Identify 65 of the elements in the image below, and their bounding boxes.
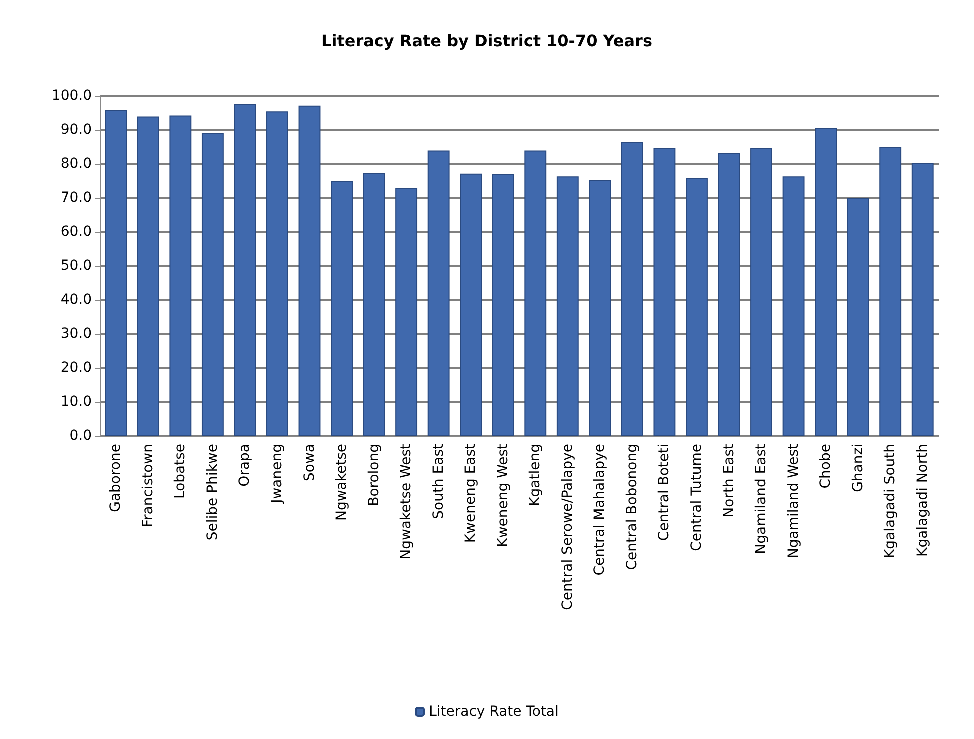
bar: [137, 116, 160, 436]
y-tick-label: 30.0: [60, 326, 92, 342]
x-tick-label: Ngamiland West: [786, 444, 802, 559]
bar: [718, 153, 740, 436]
bar: [815, 128, 838, 436]
bar: [880, 147, 902, 436]
bar: [782, 176, 805, 436]
bar: [621, 142, 644, 436]
y-tick-label: 90.0: [60, 122, 92, 138]
y-tick-label: 40.0: [60, 292, 92, 308]
bar: [202, 133, 224, 436]
x-tick-label: Chobe: [818, 444, 834, 489]
x-tick-label: Lobatse: [172, 444, 189, 499]
x-tick-label: Ngwaketse West: [398, 444, 415, 560]
bar: [298, 106, 321, 436]
x-tick-label: Ghanzi: [850, 444, 866, 492]
x-tick-label: Gaborone: [108, 444, 124, 512]
y-tick-label: 0.0: [70, 428, 92, 444]
chart-title: Literacy Rate by District 10-70 Years: [322, 32, 652, 50]
bar: [363, 173, 386, 436]
bar: [460, 174, 482, 436]
x-tick-label: Kgalagadi South: [882, 444, 899, 558]
y-tick-label: 10.0: [60, 394, 92, 410]
x-tick-label: Kgalagadi North: [914, 444, 931, 557]
x-tick-label: Orapa: [237, 444, 254, 487]
bar: [556, 176, 579, 436]
x-tick-label: Ngamiland East: [754, 443, 770, 554]
bar: [524, 150, 547, 436]
y-tick-label: 80.0: [60, 156, 92, 172]
x-tick-label: North East: [721, 444, 738, 518]
x-tick-label: Selibe Phikwe: [204, 444, 221, 541]
x-tick-label: Kweneng West: [495, 443, 512, 548]
x-tick-label: Borolong: [366, 444, 382, 506]
bar: [847, 198, 870, 436]
bar: [331, 181, 353, 436]
bar: [912, 162, 934, 436]
x-tick-label: Central Bobonong: [624, 444, 640, 570]
y-tick-label: 50.0: [60, 258, 92, 274]
bar: [750, 148, 772, 436]
x-tick-label: Francistown: [140, 444, 156, 528]
y-tick-label: 70.0: [60, 190, 92, 206]
x-tick-label: Kweneng East: [463, 443, 480, 544]
y-tick-label: 20.0: [60, 360, 92, 376]
x-tick-label: Central Tutume: [688, 444, 705, 552]
x-tick-label: Jwaneng: [269, 444, 286, 504]
x-tick-label: Ngwaketse: [334, 444, 350, 522]
x-tick-label: Kgatleng: [528, 444, 544, 506]
bar: [654, 148, 676, 436]
bar: [492, 174, 514, 436]
y-tick-label: 100.0: [52, 88, 92, 104]
x-tick-label: Central Boteti: [656, 444, 673, 542]
bar: [266, 112, 288, 436]
x-tick-label: Sowa: [302, 444, 318, 482]
bar: [105, 110, 128, 436]
bar: [589, 180, 612, 436]
x-tick-label: South East: [430, 444, 447, 520]
x-tick-label: Central Serowe/Palapye: [560, 444, 576, 610]
x-tick-label: Central Mahalapye: [592, 444, 608, 576]
bar: [170, 116, 192, 436]
bar: [396, 188, 418, 436]
bar: [686, 178, 708, 436]
y-tick-label: 60.0: [60, 224, 92, 240]
bar: [428, 150, 450, 436]
bar: [234, 104, 256, 436]
legend-label: Literacy Rate Total: [429, 704, 559, 720]
